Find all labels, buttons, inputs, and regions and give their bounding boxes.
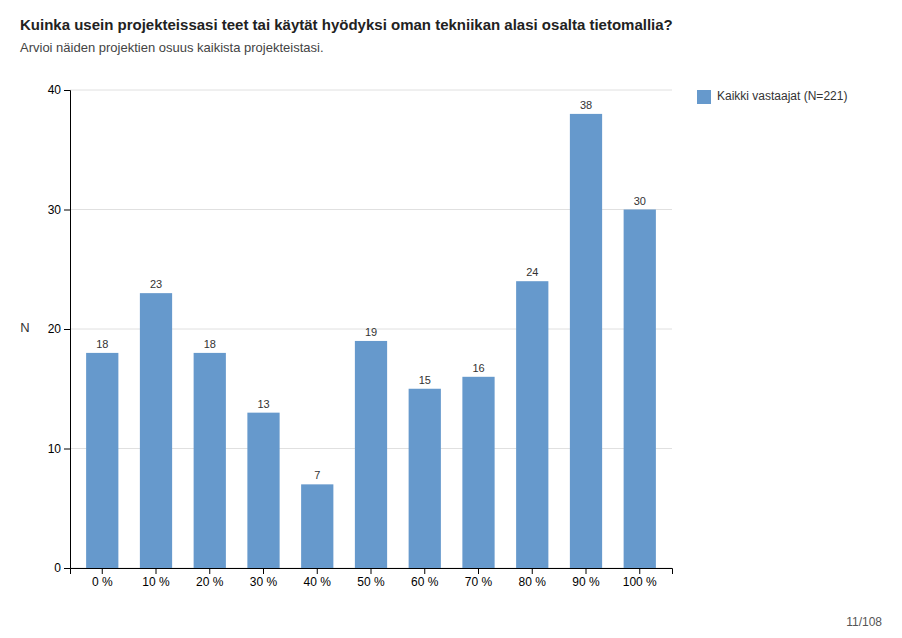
chart: Kuinka usein projekteissasi teet tai käy… <box>0 0 902 638</box>
y-tick-mark <box>64 329 70 330</box>
data-label: 16 <box>472 362 484 374</box>
bar <box>86 353 118 568</box>
y-tick-label: 40 <box>48 83 62 97</box>
y-tick-mark <box>64 568 70 569</box>
data-label: 30 <box>634 195 646 207</box>
x-tick-label: 100 % <box>623 575 657 589</box>
data-label: 18 <box>96 338 108 350</box>
y-axis-line <box>64 91 71 569</box>
x-tick-label: 60 % <box>411 575 439 589</box>
y-tick: 30 <box>48 203 70 217</box>
grid <box>70 90 672 568</box>
y-tick: 40 <box>48 83 70 97</box>
x-tick: 70 % <box>465 568 493 589</box>
bar <box>462 377 494 568</box>
legend: Kaikki vastaajat (N=221) <box>697 89 847 104</box>
bar <box>194 353 226 568</box>
x-tick-mark <box>209 568 210 574</box>
x-tick-label: 40 % <box>304 575 332 589</box>
x-axis-line <box>71 569 673 575</box>
data-label: 23 <box>150 278 162 290</box>
bars <box>86 114 656 568</box>
y-tick-mark <box>64 210 70 211</box>
x-tick-mark <box>424 568 425 574</box>
data-label: 15 <box>419 374 431 386</box>
y-tick-label: 20 <box>48 322 62 336</box>
x-tick-label: 0 % <box>92 575 113 589</box>
y-axis-label: N <box>20 320 29 335</box>
x-tick-label: 90 % <box>572 575 600 589</box>
x-tick: 10 % <box>142 568 170 589</box>
x-tick-mark <box>532 568 533 574</box>
y-tick-label: 10 <box>48 442 62 456</box>
bar <box>355 341 387 568</box>
bar <box>409 389 441 568</box>
footnote: 11/108 <box>846 615 882 629</box>
x-tick-label: 30 % <box>250 575 278 589</box>
subtitle: Arvioi näiden projektien osuus kaikista … <box>20 40 324 55</box>
x-tick: 20 % <box>196 568 224 589</box>
y-tick-label: 0 <box>54 561 61 575</box>
data-labels: 18 23 18 13 7 19 15 16 24 38 30 <box>96 99 646 481</box>
legend-label: Kaikki vastaajat (N=221) <box>717 89 847 103</box>
plot: 0102030400 %10 %20 %30 %40 %50 %60 %70 %… <box>48 83 673 588</box>
x-tick: 30 % <box>250 568 278 589</box>
bar <box>140 293 172 568</box>
y-tick: 0 <box>54 561 70 575</box>
bar <box>301 484 333 568</box>
x-tick-mark <box>639 568 640 574</box>
x-tick-label: 80 % <box>519 575 547 589</box>
data-label: 18 <box>204 338 216 350</box>
x-tick: 40 % <box>304 568 332 589</box>
x-tick-mark <box>102 568 103 574</box>
grid-line <box>70 90 672 91</box>
bar <box>624 210 656 569</box>
title: Kuinka usein projekteissasi teet tai käy… <box>20 16 673 33</box>
data-label: 24 <box>526 266 538 278</box>
x-tick: 90 % <box>572 568 600 589</box>
x-tick-mark <box>156 568 157 574</box>
bar <box>247 413 279 568</box>
x-tick-mark <box>263 568 264 574</box>
x-tick: 80 % <box>519 568 547 589</box>
x-tick-label: 70 % <box>465 575 493 589</box>
y-tick-mark <box>64 449 70 450</box>
x-tick-label: 50 % <box>357 575 385 589</box>
x-tick-mark <box>478 568 479 574</box>
x-tick: 100 % <box>623 568 657 589</box>
y-tick: 10 <box>48 442 70 456</box>
x-tick-label: 20 % <box>196 575 224 589</box>
y-tick-mark <box>64 90 70 91</box>
data-label: 38 <box>580 99 592 111</box>
bar <box>516 281 548 568</box>
data-label: 7 <box>314 469 320 481</box>
y-tick: 20 <box>48 322 70 336</box>
y-tick-label: 30 <box>48 203 62 217</box>
bar <box>570 114 602 568</box>
x-tick-mark <box>371 568 372 574</box>
data-label: 19 <box>365 326 377 338</box>
x-axis: 0 % 10 % 20 % 30 % 40 % 50 % 60 % 70 % 80 % 90 % 1… <box>71 568 673 589</box>
data-label: 13 <box>257 398 269 410</box>
x-tick-mark <box>317 568 318 574</box>
y-axis: 0 10 20 30 40 <box>48 83 71 575</box>
x-tick: 50 % <box>357 568 385 589</box>
x-tick: 0 % <box>92 568 113 589</box>
legend-swatch <box>697 90 711 104</box>
x-tick-label: 10 % <box>142 575 170 589</box>
legend-item: Kaikki vastaajat (N=221) <box>697 89 847 104</box>
x-tick-mark <box>586 568 587 574</box>
x-tick: 60 % <box>411 568 439 589</box>
